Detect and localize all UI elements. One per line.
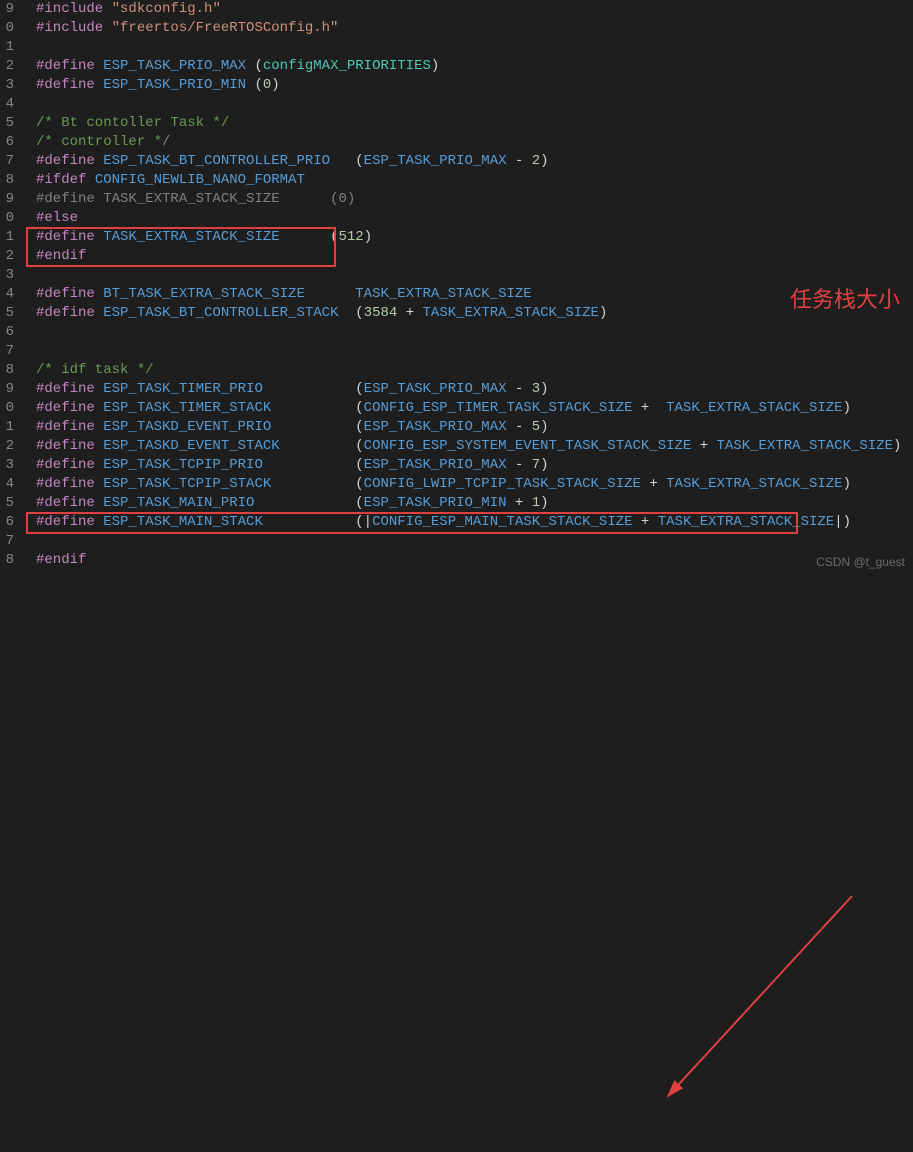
line-number: 1 bbox=[0, 38, 14, 57]
code-line: #define ESP_TASK_BT_CONTROLLER_STACK (35… bbox=[36, 304, 913, 323]
line-number: 0 bbox=[0, 19, 14, 38]
code-line bbox=[36, 532, 913, 551]
code-line: #define ESP_TASK_MAIN_STACK (|CONFIG_ESP… bbox=[36, 513, 913, 532]
line-number: 9 bbox=[0, 380, 14, 399]
code-line bbox=[36, 266, 913, 285]
code-line: #endif bbox=[36, 551, 913, 570]
line-number: 5 bbox=[0, 114, 14, 133]
code-line: /* controller */ bbox=[36, 133, 913, 152]
line-number: 3 bbox=[0, 456, 14, 475]
code-line: #define ESP_TASK_TIMER_STACK (CONFIG_ESP… bbox=[36, 399, 913, 418]
code-line: #ifdef CONFIG_NEWLIB_NANO_FORMAT bbox=[36, 171, 913, 190]
code-line: #define ESP_TASKD_EVENT_PRIO (ESP_TASK_P… bbox=[36, 418, 913, 437]
code-line bbox=[36, 38, 913, 57]
code-line: /* idf task */ bbox=[36, 361, 913, 380]
watermark: CSDN @t_guest bbox=[816, 553, 905, 572]
line-number: 7 bbox=[0, 152, 14, 171]
line-number: 5 bbox=[0, 494, 14, 513]
line-number: 0 bbox=[0, 209, 14, 228]
code-area[interactable]: #include "sdkconfig.h"#include "freertos… bbox=[22, 0, 913, 576]
code-line: #define ESP_TASK_TIMER_PRIO (ESP_TASK_PR… bbox=[36, 380, 913, 399]
line-number: 3 bbox=[0, 76, 14, 95]
line-number-gutter: 901234567890123456789012345678 bbox=[0, 0, 22, 576]
line-number: 9 bbox=[0, 190, 14, 209]
line-number: 1 bbox=[0, 418, 14, 437]
line-number: 6 bbox=[0, 133, 14, 152]
code-line: /* Bt contoller Task */ bbox=[36, 114, 913, 133]
annotation-arrow bbox=[0, 576, 913, 1152]
code-line: #define ESP_TASK_BT_CONTROLLER_PRIO (ESP… bbox=[36, 152, 913, 171]
code-line: #define ESP_TASKD_EVENT_STACK (CONFIG_ES… bbox=[36, 437, 913, 456]
line-number: 4 bbox=[0, 285, 14, 304]
line-number: 3 bbox=[0, 266, 14, 285]
line-number: 9 bbox=[0, 0, 14, 19]
code-line: #define TASK_EXTRA_STACK_SIZE (0) bbox=[36, 190, 913, 209]
line-number: 4 bbox=[0, 475, 14, 494]
code-line bbox=[36, 323, 913, 342]
code-line: #define ESP_TASK_TCPIP_PRIO (ESP_TASK_PR… bbox=[36, 456, 913, 475]
code-line: #include "sdkconfig.h" bbox=[36, 0, 913, 19]
line-number: 7 bbox=[0, 342, 14, 361]
code-line: #endif bbox=[36, 247, 913, 266]
line-number: 2 bbox=[0, 437, 14, 456]
line-number: 8 bbox=[0, 171, 14, 190]
line-number: 4 bbox=[0, 95, 14, 114]
code-line: #define ESP_TASK_MAIN_PRIO (ESP_TASK_PRI… bbox=[36, 494, 913, 513]
line-number: 5 bbox=[0, 304, 14, 323]
code-line: #define TASK_EXTRA_STACK_SIZE (512) bbox=[36, 228, 913, 247]
line-number: 6 bbox=[0, 513, 14, 532]
code-line: #define ESP_TASK_PRIO_MAX (configMAX_PRI… bbox=[36, 57, 913, 76]
line-number: 8 bbox=[0, 551, 14, 570]
line-number: 2 bbox=[0, 57, 14, 76]
code-line bbox=[36, 95, 913, 114]
code-line bbox=[36, 342, 913, 361]
line-number: 0 bbox=[0, 399, 14, 418]
line-number: 1 bbox=[0, 228, 14, 247]
line-number: 7 bbox=[0, 532, 14, 551]
code-line: #define BT_TASK_EXTRA_STACK_SIZE TASK_EX… bbox=[36, 285, 913, 304]
code-line: #include "freertos/FreeRTOSConfig.h" bbox=[36, 19, 913, 38]
line-number: 2 bbox=[0, 247, 14, 266]
code-line: #else bbox=[36, 209, 913, 228]
line-number: 8 bbox=[0, 361, 14, 380]
code-editor[interactable]: 901234567890123456789012345678 #include … bbox=[0, 0, 913, 576]
line-number: 6 bbox=[0, 323, 14, 342]
code-line: #define ESP_TASK_TCPIP_STACK (CONFIG_LWI… bbox=[36, 475, 913, 494]
code-line: #define ESP_TASK_PRIO_MIN (0) bbox=[36, 76, 913, 95]
